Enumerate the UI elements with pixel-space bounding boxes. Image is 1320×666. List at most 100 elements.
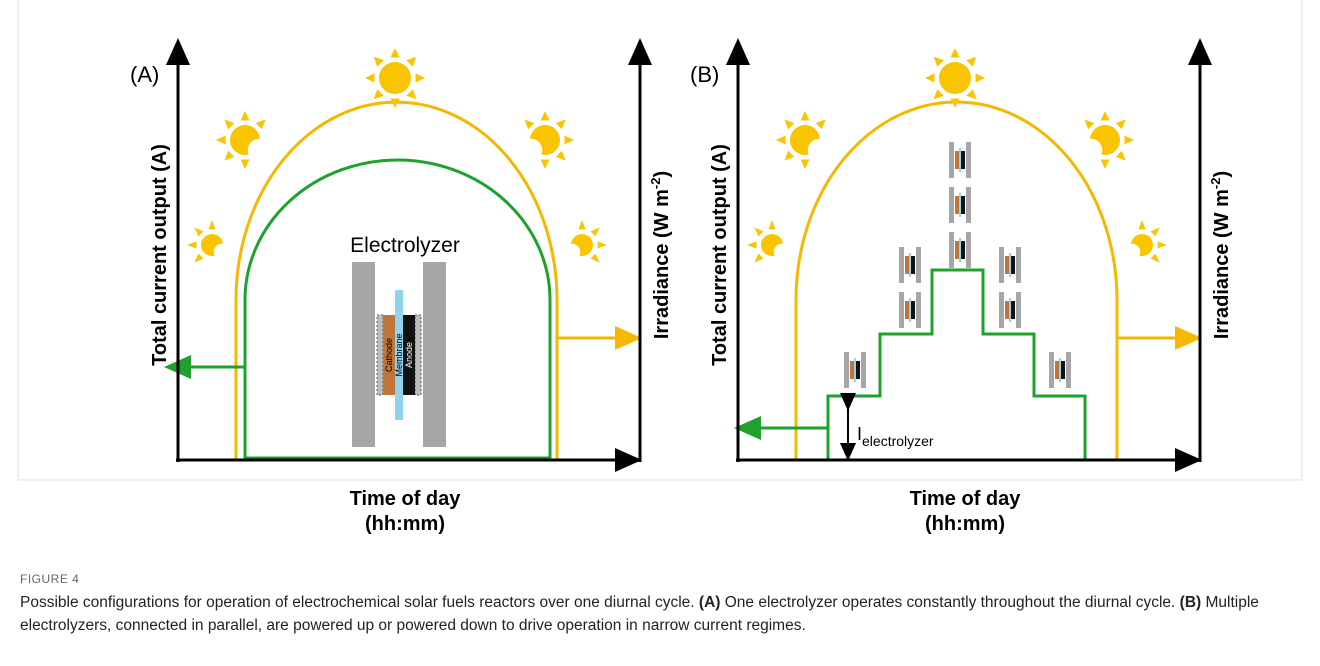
caption-text: Possible configurations for operation of… — [20, 594, 1259, 634]
y2-label: Irradiance (W m-2) — [1208, 171, 1233, 339]
sun — [925, 48, 985, 108]
plate — [966, 142, 971, 178]
plate — [861, 352, 866, 388]
figure: (A) Total current output (A) Irradiance … — [17, 0, 1303, 535]
sun-shade — [773, 243, 791, 261]
plate — [899, 247, 904, 283]
sun-ray — [1124, 135, 1134, 145]
membrane — [909, 253, 911, 277]
cathode — [1005, 256, 1009, 274]
sun-ray — [194, 253, 204, 263]
sun-ray — [768, 220, 776, 230]
sun-ray — [754, 253, 764, 263]
sun-ray — [373, 89, 384, 100]
sun-ray — [597, 241, 607, 249]
plate — [1016, 292, 1021, 328]
anode — [961, 196, 965, 214]
membrane — [909, 298, 911, 322]
sun-ray — [776, 135, 786, 145]
plate — [999, 247, 1004, 283]
plate — [966, 187, 971, 223]
sun-ray — [1150, 227, 1160, 237]
sun-shade — [1079, 138, 1103, 162]
current-curve — [243, 158, 552, 460]
anode — [856, 361, 860, 379]
sun — [563, 220, 607, 263]
anode — [911, 256, 915, 274]
current-label: Ielectrolyzer — [857, 424, 934, 449]
sun-ray — [406, 89, 417, 100]
sun-shade — [807, 138, 831, 162]
sun-ray — [564, 135, 574, 145]
layer-label: Membrane — [394, 333, 404, 376]
plate — [899, 292, 904, 328]
sun-ray — [933, 56, 944, 67]
y-label: Total current output (A) — [709, 144, 731, 366]
sun-ray — [216, 135, 226, 145]
x-label: Time of day — [350, 488, 462, 510]
plate — [844, 352, 849, 388]
sun-ray — [390, 98, 400, 108]
cathode — [955, 196, 959, 214]
layer-label: Anode — [404, 342, 414, 368]
electrolyzer-icon — [844, 352, 866, 388]
sun — [776, 111, 831, 169]
sun-ray — [800, 159, 810, 169]
cathode — [905, 301, 909, 319]
sun — [1079, 111, 1134, 169]
sun — [747, 220, 791, 263]
plate — [423, 262, 446, 447]
electrolyzer-icon — [999, 292, 1021, 328]
plate — [966, 232, 971, 268]
sun-disc — [379, 62, 411, 94]
membrane — [959, 148, 961, 172]
electrolyzer-icon — [999, 247, 1021, 283]
y-label: Total current output (A) — [149, 144, 171, 366]
panel-b: (B) Ielectrolyzer Total current output (… — [690, 38, 1233, 535]
sun-ray — [590, 253, 600, 263]
cathode — [955, 151, 959, 169]
membrane — [395, 290, 403, 420]
sun-ray — [784, 119, 795, 130]
cathode — [850, 361, 854, 379]
sun-ray — [1115, 119, 1126, 130]
sun-ray — [1138, 220, 1146, 230]
panel-label: (A) — [130, 62, 159, 87]
current-steps — [826, 268, 1087, 460]
cathode — [955, 241, 959, 259]
sun-ray — [415, 73, 425, 83]
sun-ray — [590, 227, 600, 237]
sun-ray — [1150, 253, 1160, 263]
sun-ray — [555, 119, 566, 130]
electrolyzer-icon — [949, 232, 971, 268]
sun — [519, 111, 574, 169]
figure-number: FIGURE 4 — [20, 572, 80, 586]
plate — [1066, 352, 1071, 388]
gdl — [376, 314, 384, 396]
sun-ray — [365, 73, 375, 83]
sun-ray — [1100, 111, 1110, 121]
plate — [949, 187, 954, 223]
panel-label: (B) — [690, 62, 719, 87]
sun-shade — [247, 138, 271, 162]
sun-ray — [406, 56, 417, 67]
sun-ray — [1084, 119, 1095, 130]
x-sublabel: (hh:mm) — [925, 513, 1005, 535]
plate — [916, 292, 921, 328]
sun-ray — [950, 48, 960, 58]
sun-ray — [975, 73, 985, 83]
sun-shade — [213, 243, 231, 261]
sun-disc — [939, 62, 971, 94]
anode — [403, 315, 415, 395]
caption: FIGURE 4 Possible configurations for ope… — [20, 568, 1305, 637]
sun-shade — [563, 243, 581, 261]
anode — [1061, 361, 1065, 379]
plate — [1016, 247, 1021, 283]
electrolyzer-icon — [949, 142, 971, 178]
membrane — [959, 193, 961, 217]
sun-ray — [240, 159, 250, 169]
cathode — [905, 256, 909, 274]
sun-ray — [208, 220, 216, 230]
membrane — [1009, 298, 1011, 322]
anode — [961, 151, 965, 169]
